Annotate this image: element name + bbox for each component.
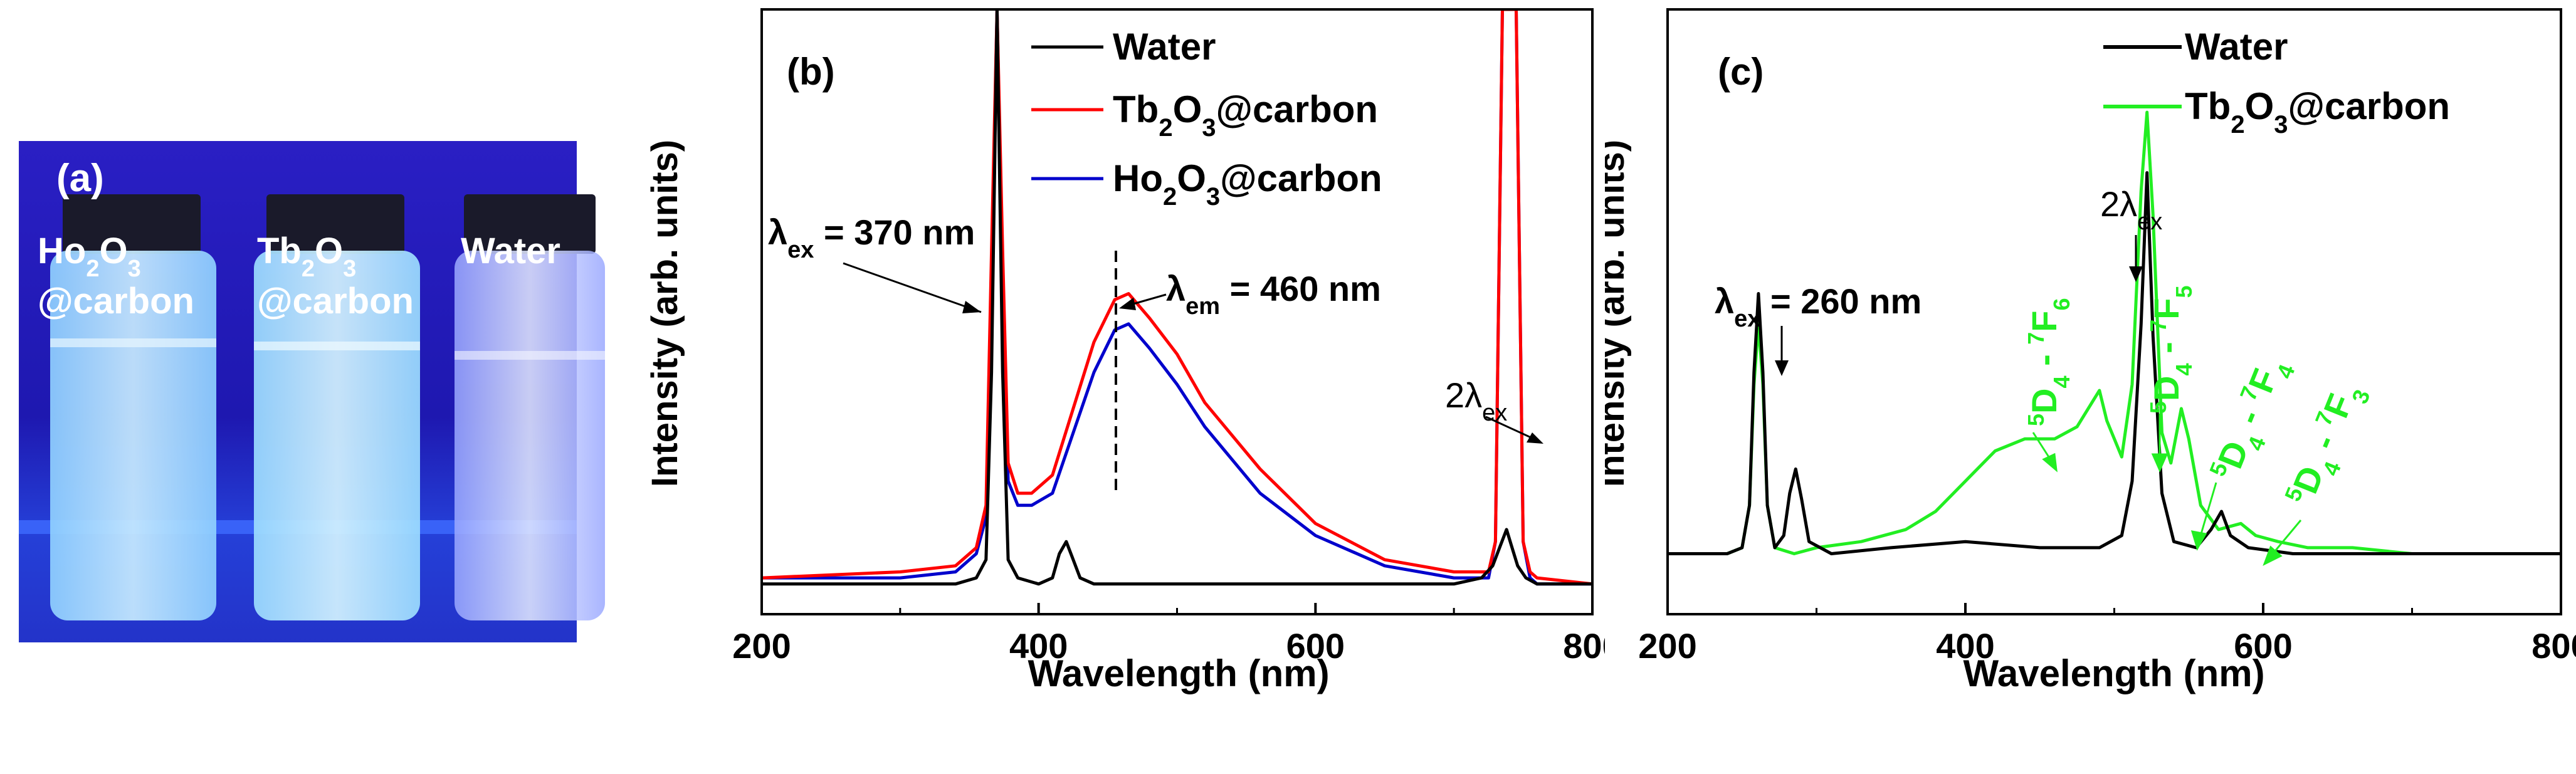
panel-label-a: (a) [56,157,104,200]
chart-c-series-line-0 [1668,171,2561,555]
legend-label-tb: Tb2O3@carbon [1113,88,1378,142]
chart-b-series-line-0 [762,9,1592,586]
vial-ho2o3 [50,194,216,620]
vial-cap [464,194,596,254]
vial-label-ho-line2: @carbon [38,281,194,322]
chart-b-panel-label: (b) [787,51,835,93]
annotation-lambda-em: λem = 460 nm [1166,269,1381,320]
chart-b: 200 400 600 800 (b) Water Tb2O3@carbon Ho2O… [644,8,1605,694]
legend-label-water: Water [2185,26,2288,68]
chart-c-xlabel: Wavelength (nm) [1963,652,2264,694]
vial-label-tb-line2: @carbon [257,281,414,322]
transition-arrows [2032,414,2302,567]
chart-c-xtick-label: 800 [2531,626,2576,666]
vial-body [455,251,605,620]
vial-label-water: Water [461,231,560,271]
chart-b-xtick-label: 800 [1563,626,1605,666]
vial-cap [63,194,201,254]
chart-c: 200 400 600 800 (c) Water Tb2O3@carbon λex … [1605,8,2576,694]
chart-c-ylabel: Intensity (arb. units) [1605,140,1632,487]
vial-cap [266,194,404,254]
transition-label-7f6: 5D4 - 7F6 [2023,298,2074,426]
vial-photograph: (a) Ho2O3 @carbon Tb2O3 @carbon Water [19,141,605,642]
chart-c-xtick-label: 600 [2234,626,2292,666]
chart-c-xtick-label: 400 [1936,626,1994,666]
chart-b-series-line-1 [762,9,1592,586]
chart-b-series-group [762,9,1592,586]
chart-b-xtick-label: 400 [1009,626,1068,666]
chart-b-xlabel: Wavelength (nm) [1028,652,1329,694]
chart-b-ylabel: Intensity (arb. units) [644,140,685,487]
vial-tb2o3 [254,194,420,620]
transition-label-7f4: 5D4 - 7F4 [2204,351,2300,489]
transition-labels: 5D4 - 7F6 5D4 - 7F5 5D4 - 7F4 5D4 - 7F3 [2023,285,2375,514]
chart-c-panel-label: (c) [1718,51,1764,93]
chart-b-xtick-label: 200 [732,626,791,666]
transition-label-7f5: 5D4 - 7F5 [2145,285,2197,414]
chart-b-ticks: 200 400 600 800 [732,603,1605,666]
vial-water [455,194,605,620]
chart-c-series-line-1 [1668,110,2561,555]
transition-label-7f3: 5D4 - 7F3 [2279,376,2375,514]
legend-label-ho: Ho2O3@carbon [1113,157,1382,211]
annotation-lambda-ex: λex = 370 nm [768,212,975,263]
annotation-lambda-ex: λex = 260 nm [1715,281,1921,332]
arrow-lambda-ex [843,262,982,313]
chart-c-xtick-label: 200 [1638,626,1696,666]
chart-b-xtick-label: 600 [1286,626,1345,666]
legend-label-water: Water [1113,26,1216,68]
chart-b-legend: Water Tb2O3@carbon Ho2O3@carbon [1031,26,1382,211]
chart-c-legend: Water Tb2O3@carbon [2103,26,2450,139]
chart-c-ticks: 200 400 600 800 [1638,603,2576,666]
chart-c-series-group [1668,110,2561,555]
legend-label-tb: Tb2O3@carbon [2185,85,2450,139]
